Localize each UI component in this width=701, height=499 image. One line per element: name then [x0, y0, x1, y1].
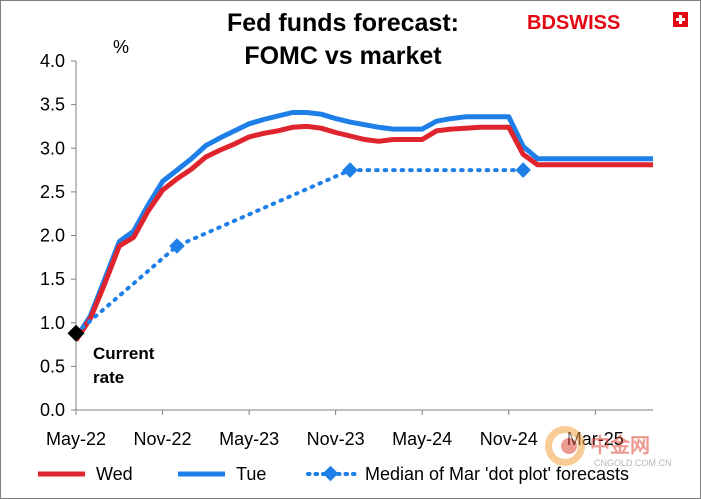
current-rate-label-line2: rate — [93, 368, 124, 387]
current-rate-label-line1: Current — [93, 344, 155, 363]
legend-median-label: Median of Mar 'dot plot' forecasts — [365, 464, 629, 484]
x-tick-label: Nov-24 — [480, 429, 538, 449]
x-tick-label: Nov-23 — [307, 429, 365, 449]
watermark: 中金网 CNGOLD.COM.CN — [545, 426, 672, 468]
x-tick-label: May-22 — [46, 429, 106, 449]
x-tick-label: May-24 — [392, 429, 452, 449]
swiss-cross-icon — [673, 12, 688, 27]
annotation-layer: Current rate — [67, 324, 155, 387]
y-unit-label: % — [113, 37, 129, 57]
cngold-coin-icon — [545, 426, 585, 466]
chart-title-line2: FOMC vs market — [244, 42, 442, 70]
y-tick-label: 1.5 — [40, 269, 65, 289]
chart-title-line1: Fed funds forecast: — [227, 9, 459, 37]
x-tick-label: Nov-22 — [134, 429, 192, 449]
current-rate-marker — [67, 324, 85, 342]
y-ticks: 0.0 0.5 1.0 1.5 2.0 2.5 3.0 3.5 4.0 — [40, 51, 76, 420]
legend-tue-label: Tue — [236, 464, 266, 484]
y-tick-label: 0.0 — [40, 400, 65, 420]
brand-logo: BDSWISS — [527, 12, 688, 34]
watermark-text: 中金网 — [590, 433, 650, 457]
series-line-median-of-mar-dot-plot-forecasts — [74, 168, 526, 336]
y-tick-label: 1.0 — [40, 313, 65, 333]
y-tick-label: 2.5 — [40, 182, 65, 202]
watermark-url: CNGOLD.COM.CN — [594, 458, 672, 468]
y-tick-label: 3.5 — [40, 95, 65, 115]
median-point-marker — [169, 238, 185, 254]
y-tick-label: 4.0 — [40, 51, 65, 71]
median-point-marker — [515, 162, 531, 178]
series-layer — [73, 110, 653, 342]
legend-median-marker — [322, 465, 339, 482]
legend: Wed Tue Median of Mar 'dot plot' forecas… — [38, 464, 629, 484]
y-tick-label: 0.5 — [40, 356, 65, 376]
x-ticks: May-22 Nov-22 May-23 Nov-23 May-24 Nov-24 Mar-… — [46, 410, 624, 449]
y-tick-label: 3.0 — [40, 138, 65, 158]
median-point-marker — [342, 162, 358, 178]
brand-text: BDSWISS — [527, 12, 620, 34]
series-line-wed — [73, 123, 653, 342]
y-tick-label: 2.0 — [40, 226, 65, 246]
legend-wed-label: Wed — [96, 464, 133, 484]
series-line-tue — [73, 110, 653, 340]
x-tick-label: May-23 — [219, 429, 279, 449]
